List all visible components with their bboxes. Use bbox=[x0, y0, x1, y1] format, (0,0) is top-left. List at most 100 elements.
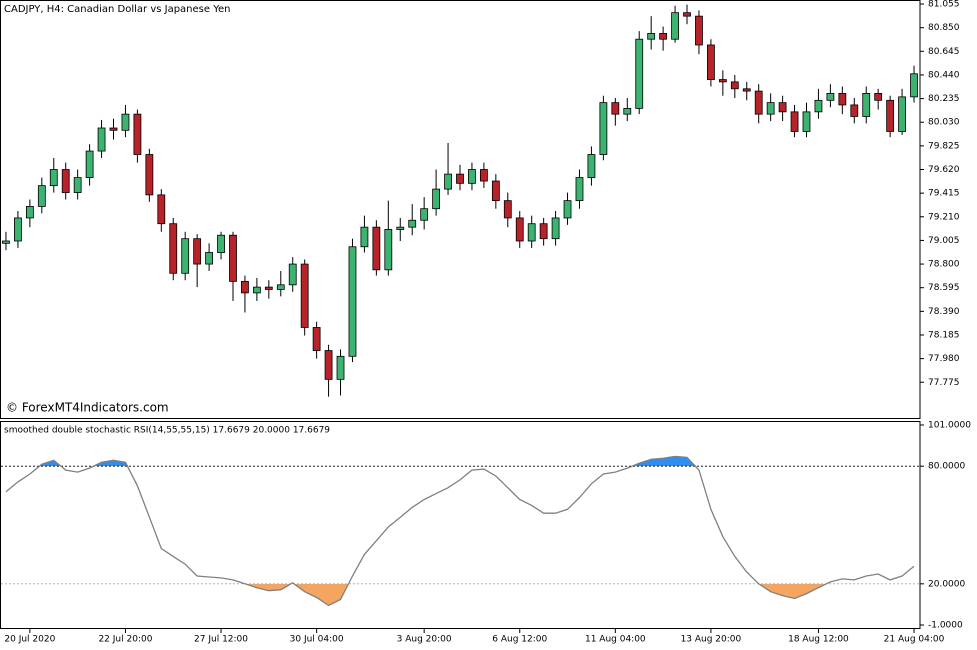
y-tick-label: 79.005 bbox=[928, 236, 960, 246]
candle-body bbox=[695, 15, 703, 46]
candle-body bbox=[575, 177, 584, 202]
y-tick-label: 80.645 bbox=[928, 47, 960, 57]
candle-body bbox=[37, 185, 46, 207]
candle-body bbox=[707, 44, 715, 80]
indicator-line bbox=[5, 455, 915, 607]
candle-body bbox=[229, 234, 237, 282]
candle-body bbox=[563, 200, 572, 219]
candle-body bbox=[635, 38, 644, 109]
x-tick-label: 30 Jul 04:00 bbox=[290, 635, 344, 645]
candle-body bbox=[348, 246, 357, 357]
candle-body bbox=[539, 223, 548, 240]
candle-body bbox=[802, 111, 811, 132]
candle-body bbox=[324, 350, 333, 380]
x-tick-label: 11 Aug 04:00 bbox=[585, 635, 646, 645]
candle-body bbox=[396, 226, 405, 230]
candle-body bbox=[2, 240, 10, 244]
candle-body bbox=[503, 200, 512, 219]
candle-body bbox=[288, 263, 297, 286]
candle-body bbox=[910, 73, 918, 98]
candle-body bbox=[276, 284, 285, 290]
candle-body bbox=[683, 12, 691, 17]
candle-body bbox=[766, 102, 775, 115]
candle-body bbox=[838, 93, 847, 106]
candle-body bbox=[205, 252, 213, 265]
candle-body bbox=[420, 208, 429, 221]
candle-body bbox=[587, 154, 596, 178]
y-tick-label: 81.055 bbox=[928, 0, 960, 10]
candle-body bbox=[611, 102, 620, 115]
candle-body bbox=[408, 219, 417, 228]
x-tick-label: 22 Jul 20:00 bbox=[98, 635, 152, 645]
candle-body bbox=[360, 226, 369, 248]
candle-body bbox=[61, 169, 70, 193]
candle-body bbox=[456, 173, 464, 184]
candle-body bbox=[181, 238, 190, 274]
y-tick-label: -1.0000 bbox=[928, 621, 963, 631]
candle-body bbox=[217, 234, 225, 253]
indicator-frame bbox=[0, 421, 921, 629]
candle-body bbox=[527, 223, 536, 242]
candle-body bbox=[479, 169, 488, 182]
candle-body bbox=[898, 96, 906, 132]
candle-body bbox=[121, 113, 130, 131]
candle-body bbox=[85, 150, 94, 178]
candle-body bbox=[432, 188, 441, 210]
x-tick-label: 27 Jul 12:00 bbox=[194, 635, 248, 645]
candle-body bbox=[886, 99, 895, 132]
candle-body bbox=[312, 327, 321, 351]
candle-body bbox=[850, 104, 859, 117]
candle-body bbox=[384, 229, 393, 271]
candle-body bbox=[826, 93, 835, 101]
y-tick-label: 80.030 bbox=[928, 118, 960, 128]
candle-body bbox=[671, 12, 679, 40]
candle-body bbox=[25, 206, 34, 219]
candle-body bbox=[874, 93, 883, 101]
candle-body bbox=[778, 102, 787, 113]
y-tick-label: 80.440 bbox=[928, 70, 960, 80]
candle-body bbox=[742, 88, 751, 92]
candle-body bbox=[491, 180, 500, 202]
candle-body bbox=[157, 194, 166, 225]
candle-body bbox=[599, 102, 608, 155]
main-frame bbox=[0, 0, 921, 419]
candle-body bbox=[73, 177, 82, 193]
y-tick-label: 77.775 bbox=[928, 378, 960, 388]
candle-body bbox=[790, 111, 799, 132]
y-tick-label: 79.210 bbox=[928, 212, 960, 222]
x-tick-label: 21 Aug 04:00 bbox=[884, 635, 945, 645]
watermark: © ForexMT4Indicators.com bbox=[6, 401, 169, 415]
candle-body bbox=[372, 226, 381, 271]
candle-body bbox=[264, 286, 273, 290]
y-tick-label: 101.0000 bbox=[928, 421, 971, 431]
y-tick-label: 20.0000 bbox=[928, 579, 965, 589]
candle-body bbox=[97, 127, 106, 152]
x-tick-label: 13 Aug 20:00 bbox=[681, 635, 742, 645]
y-tick-label: 80.0000 bbox=[928, 462, 965, 472]
candle-body bbox=[468, 169, 476, 184]
y-tick-label: 79.620 bbox=[928, 165, 960, 175]
candle-body bbox=[133, 113, 142, 155]
candle-body bbox=[862, 93, 871, 117]
x-tick-label: 20 Jul 2020 bbox=[4, 635, 55, 645]
candle-body bbox=[623, 107, 632, 115]
y-tick-label: 78.595 bbox=[928, 283, 960, 293]
candle-body bbox=[718, 79, 727, 83]
candle-body bbox=[659, 33, 668, 40]
x-tick-label: 6 Aug 12:00 bbox=[492, 635, 547, 645]
candle-body bbox=[193, 238, 202, 265]
overbought-fill bbox=[5, 456, 915, 467]
y-tick-label: 80.235 bbox=[928, 94, 960, 104]
y-tick-label: 78.390 bbox=[928, 307, 960, 317]
candle-body bbox=[109, 127, 118, 131]
candle-body bbox=[551, 217, 560, 240]
candle-body bbox=[300, 263, 309, 328]
candle-body bbox=[14, 217, 22, 242]
candle-body bbox=[49, 169, 58, 187]
candle-body bbox=[241, 280, 249, 294]
candle-body bbox=[814, 99, 823, 113]
oversold-fill bbox=[5, 583, 915, 606]
candle-body bbox=[252, 286, 261, 294]
y-tick-label: 79.415 bbox=[928, 189, 960, 199]
